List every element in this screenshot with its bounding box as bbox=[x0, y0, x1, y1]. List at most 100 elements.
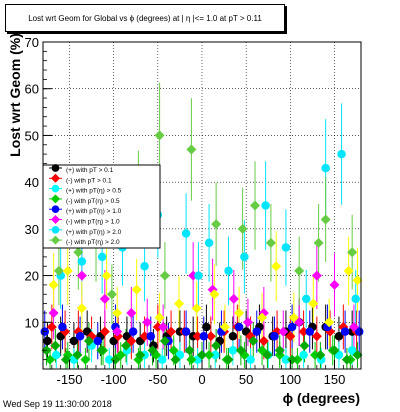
y-tick-label: 50 bbox=[25, 128, 39, 143]
series-4-point bbox=[62, 349, 73, 360]
series-10-point bbox=[110, 354, 121, 365]
series-2-point bbox=[285, 331, 296, 342]
series-9-point bbox=[209, 289, 220, 300]
series-7-point bbox=[181, 229, 191, 238]
data-marks bbox=[40, 130, 364, 365]
series-9-point bbox=[324, 317, 335, 328]
series-4-point bbox=[310, 349, 321, 360]
series-3-point bbox=[52, 350, 61, 360]
series-9-point bbox=[62, 265, 73, 276]
series-7-point bbox=[194, 271, 203, 280]
series-6-point bbox=[348, 321, 359, 332]
series-9-point bbox=[271, 261, 282, 272]
legend-box bbox=[42, 164, 161, 249]
series-7-point bbox=[351, 294, 360, 304]
series-7-point bbox=[140, 261, 149, 271]
x-tick-label: 100 bbox=[279, 372, 301, 387]
series-2-point bbox=[139, 331, 150, 342]
series-3-point bbox=[211, 350, 220, 360]
series-5-point bbox=[146, 332, 156, 341]
series-10-point bbox=[235, 345, 246, 356]
legend-entry-3-marker bbox=[51, 184, 60, 193]
series-5-point bbox=[128, 327, 138, 336]
series-3-point bbox=[281, 355, 291, 364]
series-9-point bbox=[343, 265, 354, 276]
series-5-point bbox=[75, 332, 85, 341]
series-6-point bbox=[48, 307, 59, 318]
series-3-point bbox=[228, 346, 238, 355]
series-6-point bbox=[278, 326, 289, 337]
series-7-point bbox=[97, 252, 107, 262]
x-axis-label: ϕ (degrees) bbox=[283, 390, 360, 406]
x-tick-label: 150 bbox=[324, 372, 346, 387]
series-2-point bbox=[258, 335, 269, 346]
legend: (+) with pT > 0.1 (-) with pT > 0.1 (+) wi… bbox=[42, 164, 161, 249]
series-6-point bbox=[228, 293, 239, 304]
series-8-point bbox=[294, 265, 305, 276]
series-8-point bbox=[186, 144, 197, 155]
series-6-point bbox=[311, 270, 322, 281]
series-5-point bbox=[199, 332, 209, 341]
series-1-point bbox=[334, 332, 344, 341]
series-8-point bbox=[154, 130, 165, 141]
series-8-point bbox=[237, 223, 248, 234]
series-10-point bbox=[72, 349, 83, 360]
series-4-point bbox=[292, 354, 303, 365]
series-3-point bbox=[347, 346, 357, 355]
series-8-point bbox=[159, 270, 170, 281]
x-tick-label: -100 bbox=[101, 372, 127, 387]
y-tick-label: 10 bbox=[25, 315, 39, 330]
series-1-point bbox=[228, 332, 238, 341]
series-5-point bbox=[234, 322, 244, 332]
series-9-point bbox=[234, 307, 245, 318]
legend-entry-1-label: (+) with pT > 0.1 bbox=[66, 167, 114, 174]
series-6-point bbox=[142, 317, 153, 328]
series-9-point bbox=[288, 312, 299, 323]
series-8-point bbox=[211, 219, 222, 230]
series-6-point bbox=[158, 321, 169, 332]
series-10-point bbox=[329, 345, 340, 356]
series-7-point bbox=[240, 252, 249, 262]
series-10-point bbox=[159, 335, 170, 346]
series-4-point bbox=[45, 354, 56, 365]
series-6-point bbox=[99, 293, 110, 304]
legend-entry-7-label: (+) with pT(η) > 2.0 bbox=[66, 229, 122, 236]
y-tick-label: 70 bbox=[25, 35, 39, 50]
y-tick-label: 30 bbox=[25, 222, 39, 237]
series-7-point bbox=[77, 257, 87, 266]
series-6-point bbox=[126, 307, 137, 318]
legend-entry-6-marker bbox=[51, 215, 60, 224]
series-2-point bbox=[192, 331, 203, 342]
series-1-point bbox=[202, 322, 211, 332]
series-5-point bbox=[287, 322, 297, 332]
series-4-point bbox=[204, 349, 215, 360]
legend-entry-6-label: (-) with pT(η) > 1.0 bbox=[66, 219, 120, 226]
series-3-point bbox=[105, 355, 114, 364]
series-6-point bbox=[329, 279, 340, 290]
series-10-point bbox=[83, 335, 94, 346]
series-9-point bbox=[174, 298, 185, 309]
series-9-point bbox=[308, 298, 319, 309]
timestamp: Wed Sep 19 11:30:00 2018 bbox=[3, 399, 112, 409]
x-tick-label: -150 bbox=[56, 372, 82, 387]
series-10-point bbox=[197, 349, 207, 360]
series-5-point bbox=[93, 336, 103, 346]
series-2-point bbox=[99, 326, 110, 337]
legend-entry-4-label: (-) with pT(η) > 0.5 bbox=[66, 198, 120, 205]
series-9-point bbox=[131, 284, 142, 295]
series-4-point bbox=[168, 345, 179, 356]
series-10-point bbox=[352, 349, 363, 360]
legend-entry-8-label: (-) with pT(η) > 2.0 bbox=[66, 239, 120, 246]
series-10-point bbox=[50, 340, 61, 351]
series-7-point bbox=[204, 238, 214, 248]
legend-entry-4-marker bbox=[51, 194, 60, 204]
series-10-point bbox=[248, 335, 259, 346]
series-10-point bbox=[299, 340, 310, 351]
series-9-point bbox=[154, 312, 165, 323]
series-6-point bbox=[242, 317, 253, 328]
x-tick-label: -50 bbox=[148, 372, 167, 387]
series-2-point bbox=[126, 335, 137, 346]
chart-title-box: Lost wrt Geom for Global vs ϕ (degrees) … bbox=[5, 4, 285, 32]
legend-entry-8-marker bbox=[51, 235, 60, 245]
